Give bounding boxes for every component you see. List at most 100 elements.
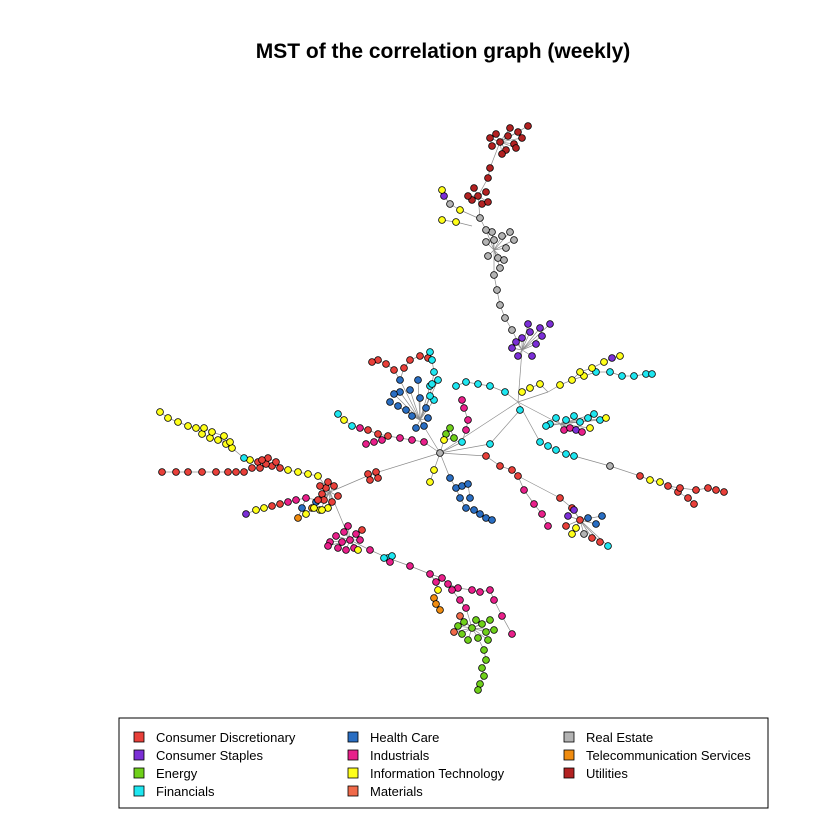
mst-node-it [302, 510, 310, 518]
mst-node-cs [528, 352, 536, 360]
mst-node-it [572, 524, 580, 532]
mst-node-it [260, 504, 268, 512]
mst-node-fi [590, 410, 598, 418]
mst-node-hc [420, 422, 428, 430]
mst-edge [329, 473, 373, 493]
legend-label-hc: Health Care [370, 730, 439, 745]
mst-node-en [480, 646, 488, 654]
mst-node-cd [374, 474, 382, 482]
mst-node-cs [518, 334, 526, 342]
mst-node-cd [400, 364, 408, 372]
mst-node-ut [474, 192, 482, 200]
mst-node-hc [416, 394, 424, 402]
mst-node-in [530, 500, 538, 508]
mst-node-fi [516, 406, 524, 414]
mst-node-hc [390, 390, 398, 398]
mst-node-cs [564, 512, 572, 520]
mst-node-in [386, 558, 394, 566]
mst-node-in [464, 416, 472, 424]
mst-node-cs [538, 332, 546, 340]
mst-node-it [310, 504, 318, 512]
mst-node-cs [512, 338, 520, 346]
mst-node-fi [562, 416, 570, 424]
mst-node-cd [384, 432, 392, 440]
mst-node-re [482, 238, 490, 246]
mst-node-hc [466, 494, 474, 502]
mst-node-cs [242, 510, 250, 518]
mst-node-cs [526, 328, 534, 336]
mst-node-it [452, 218, 460, 226]
mst-edge [489, 409, 521, 445]
mst-edge [521, 327, 541, 351]
mst-node-in [458, 396, 466, 404]
mst-node-ma [456, 612, 464, 620]
mst-node-it [588, 364, 596, 372]
legend-label-ut: Utilities [586, 766, 628, 781]
mst-node-in [342, 546, 350, 554]
mst-node-ut [514, 128, 522, 136]
mst-edge [573, 455, 611, 467]
mst-node-en [454, 622, 462, 630]
mst-node-fi [604, 542, 612, 550]
mst-node-ut [498, 150, 506, 158]
mst-node-in [468, 586, 476, 594]
mst-node-cs [524, 320, 532, 328]
mst-node-in [578, 428, 586, 436]
legend-swatch-ut [563, 767, 575, 779]
mst-node-re [436, 449, 444, 457]
mst-node-hc [396, 376, 404, 384]
mst-node-in [476, 588, 484, 596]
mst-node-re [506, 228, 514, 236]
mst-node-ut [504, 132, 512, 140]
mst-edge [439, 441, 463, 454]
mst-node-cd [272, 458, 280, 466]
mst-node-cd [224, 468, 232, 476]
mst-node-fi [648, 370, 656, 378]
mst-node-en [460, 618, 468, 626]
legend-label-it: Information Technology [370, 766, 505, 781]
mst-node-fi [542, 422, 550, 430]
mst-node-cd [636, 472, 644, 480]
mst-node-cd [676, 484, 684, 492]
mst-node-it [318, 506, 326, 514]
mst-node-it [200, 424, 208, 432]
mst-node-cd [258, 456, 266, 464]
mst-node-cd [276, 500, 284, 508]
mst-node-re [482, 226, 490, 234]
mst-node-re [446, 200, 454, 208]
mst-node-fi [430, 368, 438, 376]
mst-node-en [482, 656, 490, 664]
mst-node-in [420, 438, 428, 446]
mst-node-en [450, 434, 458, 442]
mst-node-cd [576, 516, 584, 524]
mst-node-it [600, 358, 608, 366]
mst-node-it [220, 432, 228, 440]
mst-node-in [406, 562, 414, 570]
mst-node-ut [518, 134, 526, 142]
mst-node-cd [556, 494, 564, 502]
mst-node-fi [348, 422, 356, 430]
mst-node-fi [618, 372, 626, 380]
mst-node-it [156, 408, 164, 416]
mst-node-cd [316, 482, 324, 490]
mst-node-it [602, 414, 610, 422]
mst-node-ut [506, 124, 514, 132]
mst-node-it [354, 546, 362, 554]
legend-swatch-in [347, 749, 359, 761]
chart-legend: Consumer Discretionary Consumer Staples En… [118, 717, 769, 809]
mst-node-ut [496, 138, 504, 146]
mst-node-in [462, 426, 470, 434]
mst-node-fi [552, 414, 560, 422]
mst-node-it [214, 436, 222, 444]
mst-node-it [304, 470, 312, 478]
mst-node-cs [508, 344, 516, 352]
mst-node-it [536, 380, 544, 388]
mst-node-ut [486, 134, 494, 142]
mst-edge [439, 401, 519, 454]
mst-edge [521, 323, 551, 351]
mst-node-it [184, 422, 192, 430]
mst-node-en [482, 628, 490, 636]
mst-node-re [490, 236, 498, 244]
mst-node-cd [248, 464, 256, 472]
mst-node-it [576, 368, 584, 376]
